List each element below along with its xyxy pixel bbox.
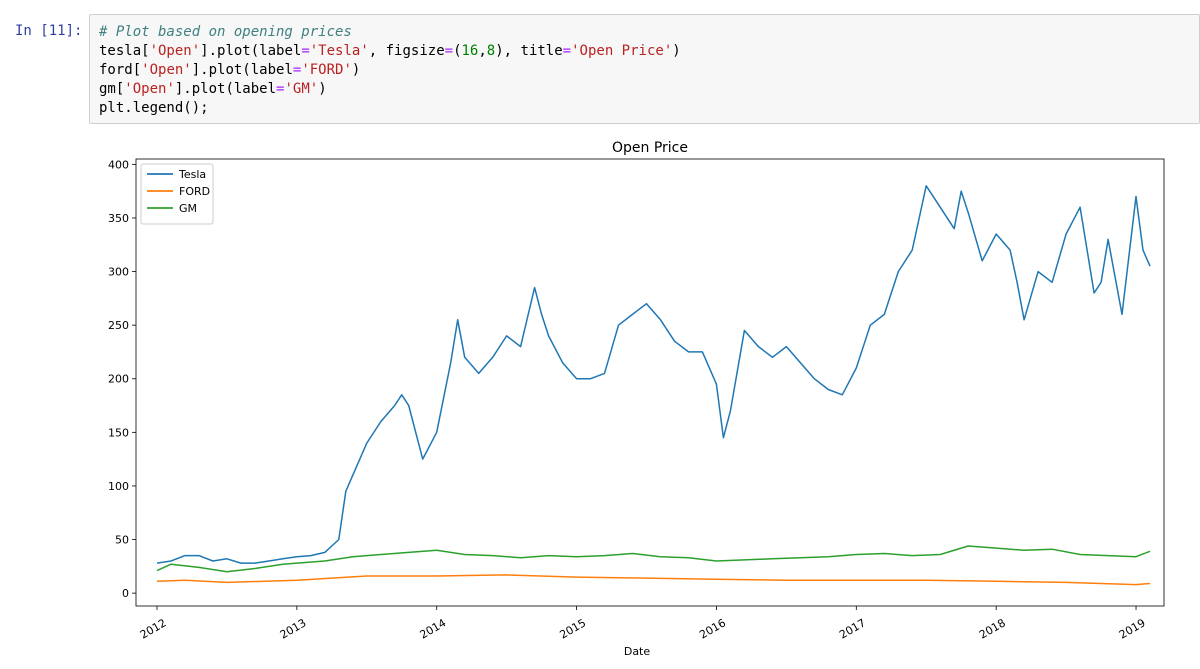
code-token: plt.legend();	[99, 100, 209, 116]
line-chart: Open Price 0 50 100 150 200 250 300 350 400 2012 20…	[108, 140, 1165, 658]
code-token: ].plot(label	[191, 62, 293, 78]
code-token: =	[276, 81, 285, 97]
y-tick-label: 400	[108, 158, 129, 171]
code-token: =	[444, 43, 454, 59]
code-token: 'GM'	[284, 81, 319, 97]
series-line-gm	[156, 545, 1151, 573]
legend-label: GM	[179, 202, 197, 215]
code-token: 'FORD'	[301, 62, 352, 78]
y-tick-label: 300	[108, 266, 129, 279]
y-tick-label: 0	[122, 587, 129, 600]
y-tick-label: 250	[108, 319, 129, 332]
code-token: =	[562, 43, 572, 59]
code-token: 16	[461, 43, 479, 59]
x-tick-label: 2015	[557, 616, 588, 641]
code-token: ), title	[495, 43, 563, 59]
code-token: 'Open'	[149, 43, 201, 59]
code-token: ford[	[99, 62, 142, 78]
cell-output: Open Price 0 50 100 150 200 250 300 350 400 2012 20…	[89, 132, 1200, 669]
x-tick-label: 2019	[1117, 616, 1148, 641]
series-line-ford	[156, 574, 1151, 586]
code-token: ].plot(label	[200, 43, 302, 59]
code-token: 'Open'	[141, 62, 192, 78]
code-line: # Plot based on opening prices	[99, 23, 681, 42]
y-tick-label: 150	[108, 426, 129, 439]
code-token: )	[672, 43, 681, 59]
code-token: )	[351, 62, 361, 78]
code-token: 8	[486, 43, 496, 59]
code-token: =	[301, 43, 310, 59]
legend-box	[140, 163, 214, 225]
code-token: 'Tesla'	[309, 43, 369, 59]
code-token: gm[	[99, 81, 125, 97]
y-tick-label: 350	[108, 212, 129, 225]
code-token: )	[318, 81, 327, 97]
code-token: =	[292, 62, 302, 78]
x-tick-label: 2013	[278, 616, 309, 641]
code-token: 'Open Price'	[571, 43, 673, 59]
x-tick-label: 2014	[418, 616, 449, 641]
code-token: 'Open'	[124, 81, 175, 97]
code-line: ford['Open'].plot(label='FORD')	[99, 61, 681, 80]
code-token: (	[453, 43, 462, 59]
legend-label: FORD	[179, 185, 210, 198]
x-tick-label: 2016	[697, 616, 728, 641]
x-tick-label: 2017	[837, 616, 868, 641]
code-editor[interactable]: # Plot based on opening prices tesla['Ope…	[89, 14, 1200, 124]
code-token: , figsize	[368, 43, 445, 59]
x-axis-label: Date	[624, 645, 651, 658]
code-token: tesla[	[99, 43, 150, 59]
legend-label: Tesla	[178, 168, 206, 181]
y-tick-label: 200	[108, 373, 129, 386]
y-tick-label: 100	[108, 480, 129, 493]
series-line-tesla	[156, 185, 1151, 564]
plot-frame	[135, 158, 1165, 607]
code-token: # Plot based on opening prices	[99, 24, 352, 40]
code-token: ,	[478, 43, 487, 59]
code-text[interactable]: # Plot based on opening prices tesla['Ope…	[99, 23, 681, 118]
x-tick-label: 2018	[977, 616, 1008, 641]
y-tick-label: 50	[115, 534, 129, 547]
code-line: plt.legend();	[99, 99, 681, 118]
chart-title: Open Price	[612, 140, 688, 156]
x-tick-label: 2012	[138, 616, 169, 641]
code-line: tesla['Open'].plot(label='Tesla', figsiz…	[99, 42, 681, 61]
input-prompt: In [11]:	[15, 23, 83, 39]
code-token: ].plot(label	[174, 81, 277, 97]
code-line: gm['Open'].plot(label='GM')	[99, 80, 681, 99]
